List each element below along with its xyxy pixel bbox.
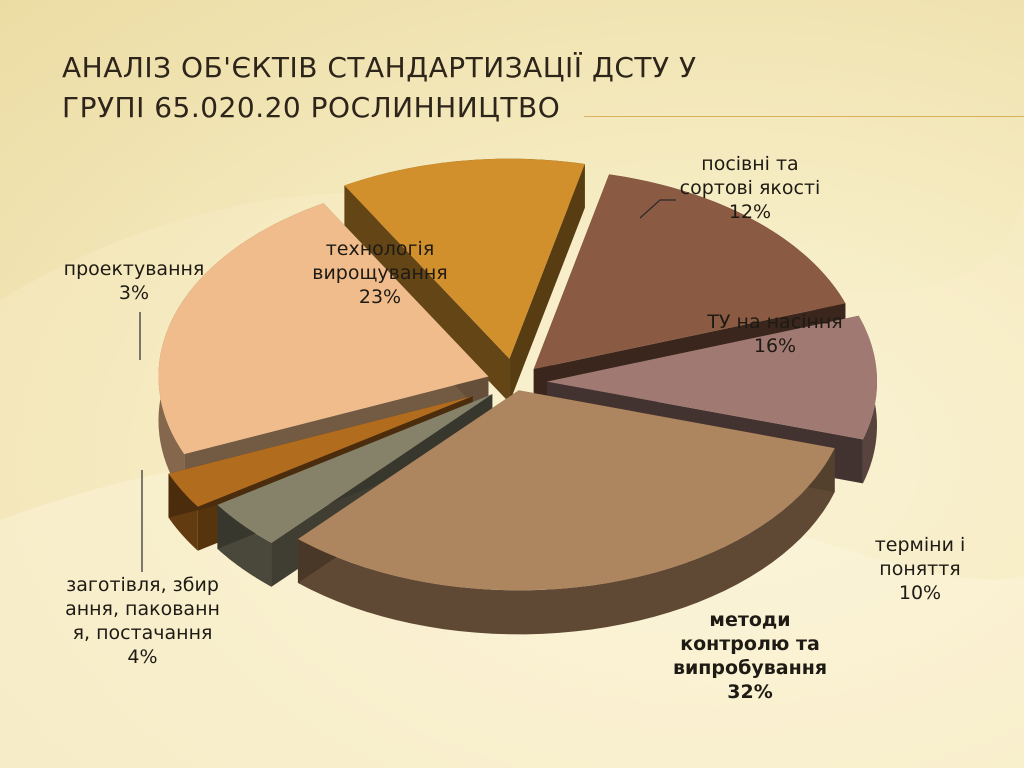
label-terminy-line-1: терміни і <box>874 534 966 556</box>
slide-title-line-1: Аналіз об'єктів стандартизації ДСТУ у <box>62 51 697 84</box>
pie-slice-3 <box>297 390 835 635</box>
label-metody-line-3: випробування <box>672 657 828 679</box>
label-posivni-line-1: посівні та <box>701 153 799 175</box>
label-tu-value: 16% <box>753 335 797 357</box>
pie-slice-top-3 <box>297 390 835 591</box>
label-posivni-value: 12% <box>728 201 772 223</box>
label-tu-nasinnya: ТУ на насіння 16% <box>680 310 870 358</box>
pie-slice-0 <box>344 158 585 403</box>
label-posivni: посівні та сортові якості 12% <box>660 152 840 224</box>
label-zagotivlya: заготівля, збир ання, пакованн я, постач… <box>40 573 245 669</box>
label-proektuvannya-line-1: проектування <box>63 258 205 280</box>
pie-slice-top-2 <box>546 315 877 440</box>
pie-slice-edge-0-0 <box>344 185 510 403</box>
label-terminy: терміни і поняття 10% <box>860 533 980 605</box>
label-proektuvannya-value: 3% <box>118 282 150 304</box>
label-tekhnolohiya: технологія вирощування 23% <box>290 237 470 309</box>
label-tekhnolohiya-line-2: вирощування <box>312 262 448 284</box>
pie-slice-top-1 <box>533 174 846 370</box>
label-zagotivlya-line-1: заготівля, збир <box>66 574 219 596</box>
label-terminy-line-2: поняття <box>879 558 961 580</box>
label-proektuvannya: проектування 3% <box>44 257 224 305</box>
label-metody-line-1: методи <box>709 609 791 631</box>
leader-posivni <box>639 199 676 219</box>
label-zagotivlya-line-2: ання, пакованн <box>65 598 220 620</box>
slide-title: Аналіз об'єктів стандартизації ДСТУ у гр… <box>62 48 962 128</box>
pie-slice-top-5 <box>168 396 473 507</box>
pie-slice-side-3 <box>297 448 835 635</box>
pie-slice-top-6 <box>158 203 489 454</box>
label-tekhnolohiya-value: 23% <box>358 286 402 308</box>
label-tekhnolohiya-line-1: технологія <box>325 238 435 260</box>
label-metody-line-2: контролю та <box>680 633 820 655</box>
slide-title-line-2: групі 65.020.20 рослинництво <box>62 91 561 124</box>
label-zagotivlya-value: 4% <box>127 646 158 668</box>
label-zagotivlya-line-3: я, постачання <box>72 622 213 644</box>
label-tu-line-1: ТУ на насіння <box>707 311 843 333</box>
pie-slice-top-4 <box>217 394 493 543</box>
pie-slice-edge-0-1 <box>509 163 585 403</box>
title-rule <box>584 116 1024 117</box>
label-posivni-line-2: сортові якості <box>679 177 821 199</box>
label-metody: методи контролю та випробування 32% <box>660 608 840 704</box>
pie-slice-top-0 <box>344 158 585 359</box>
label-terminy-value: 10% <box>898 582 942 604</box>
label-metody-value: 32% <box>727 681 773 703</box>
